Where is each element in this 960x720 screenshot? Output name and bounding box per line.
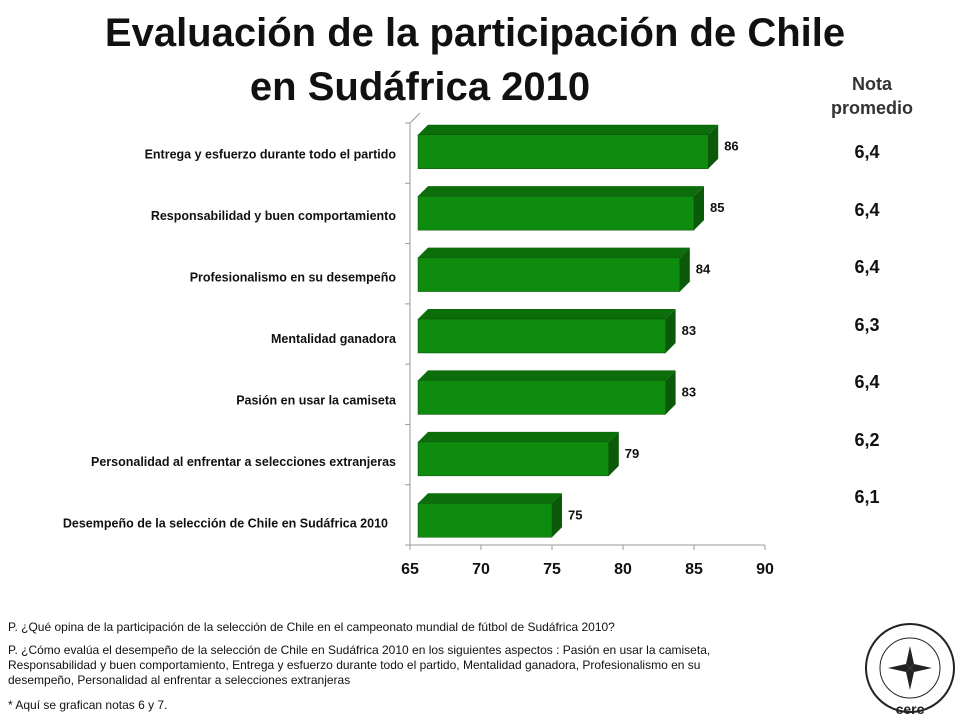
svg-text:cerc: cerc [896, 701, 925, 717]
nota-promedio-value: 6,3 [854, 314, 880, 335]
bar-side-face [665, 309, 676, 353]
nota-promedio-value: 6,4 [854, 257, 880, 277]
x-tick-label: 75 [543, 561, 561, 578]
x-tick-label: 70 [472, 561, 490, 578]
category-label: Profesionalismo en su desempeño [190, 271, 397, 285]
bar [417, 195, 695, 231]
bar-value-label: 83 [682, 323, 696, 338]
question-2: P. ¿Cómo evalúa el desempeño de la selec… [8, 643, 711, 687]
bar-top-face [418, 247, 690, 258]
bar-side-face [608, 431, 619, 476]
bar [417, 318, 666, 354]
bar-top-face [418, 186, 704, 197]
bar [417, 441, 610, 477]
bar-side-face [708, 124, 719, 169]
bar-top-face [418, 493, 562, 504]
bar-value-label: 86 [724, 139, 738, 154]
footnote: * Aquí se grafican notas 6 y 7. [8, 698, 168, 712]
bar-top-face [418, 370, 676, 381]
title-line-1: Evaluación de la participación de Chile [104, 11, 846, 55]
nota-promedio-value: 6,4 [854, 199, 880, 220]
bar-side-face [679, 247, 690, 292]
nota-promedio-value: 6,4 [854, 142, 880, 162]
bar-top-face [418, 431, 619, 442]
title-line-2: en Sudáfrica 2010 [249, 65, 591, 109]
question-1: P. ¿Qué opina de la participación de la … [8, 620, 615, 634]
bar [417, 134, 709, 169]
category-label: Pasión en usar la camiseta [236, 393, 397, 407]
nota-promedio-value: 6,1 [854, 487, 880, 507]
bar-side-face [694, 186, 704, 231]
bar [417, 503, 553, 538]
nota-promedio-header: Nota promedio [812, 72, 932, 120]
category-label: Personalidad al enfrentar a selecciones … [91, 455, 396, 469]
bar-value-label: 75 [568, 507, 582, 522]
bar-top-face [418, 309, 676, 319]
category-label: Mentalidad ganadora [271, 332, 397, 346]
category-label: Desempeño de la selección de Chile en Su… [63, 516, 388, 530]
x-tick-label: 90 [756, 561, 774, 578]
nota-promedio-value: 6,2 [854, 429, 880, 450]
bar-value-label: 83 [682, 384, 696, 399]
category-label: Entrega y esfuerzo durante todo el parti… [145, 148, 397, 162]
bar-side-face [665, 370, 676, 415]
bar-value-label: 79 [625, 446, 639, 461]
nota-header-line-2: promedio [830, 98, 913, 118]
nota-header-line-1: Nota [852, 74, 892, 94]
bar-side-face [552, 493, 562, 538]
bar [417, 380, 666, 415]
category-label: Responsabilidad y buen comportamiento [151, 209, 397, 223]
x-tick-label: 65 [401, 561, 419, 578]
bar [417, 257, 681, 292]
x-tick-label: 85 [685, 561, 703, 578]
bar-top-face [418, 124, 719, 135]
cerc-logo: cerc [865, 623, 955, 717]
chart-title: Evaluación de la participación de Chile … [40, 6, 910, 114]
nota-promedio-value: 6,4 [854, 372, 880, 392]
bar-value-label: 84 [696, 262, 711, 277]
bar-value-label: 85 [710, 200, 724, 215]
x-tick-label: 80 [614, 561, 632, 578]
